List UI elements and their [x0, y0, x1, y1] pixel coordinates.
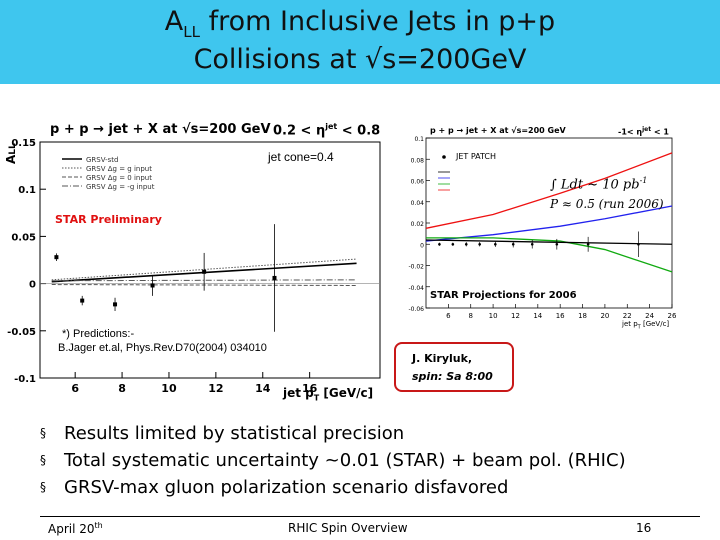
credit-session: spin: Sa 8:00: [412, 370, 493, 383]
projection-curve: [426, 237, 673, 273]
data-point: [150, 283, 155, 288]
credit-author: J. Kiryluk,: [412, 352, 473, 365]
slide-title-line2: Collisions at √s=200GeV: [193, 44, 527, 75]
bullet-item: § Results limited by statistical precisio…: [40, 420, 626, 447]
bullet-marker: §: [40, 426, 46, 440]
prediction-curve: [51, 279, 357, 282]
bullet-marker: §: [40, 480, 46, 494]
projection-point: [511, 242, 515, 246]
y-tick-label: 0: [29, 280, 36, 291]
y-tick-label: -0.1: [14, 374, 36, 385]
footer-divider: [40, 516, 700, 517]
y-tick-label: -0.02: [408, 264, 424, 271]
projection-point: [451, 242, 455, 246]
bullet-list: § Results limited by statistical precisio…: [40, 420, 626, 501]
projection-curve: [425, 152, 673, 229]
left-legend: GRSV-std GRSV Δg = g input GRSV Δg = 0 i…: [62, 156, 155, 191]
jet-cone-label: jet cone=0.4: [268, 150, 334, 164]
left-eta-range: 0.2 < ηjet < 0.8: [273, 122, 381, 139]
projection-point: [637, 242, 640, 246]
data-point: [272, 275, 277, 280]
y-tick-label: -0.05: [7, 327, 36, 338]
projection-point: [478, 242, 481, 246]
projection-point: [464, 242, 468, 246]
data-point: [113, 302, 118, 307]
right-eta-range: -1< ηjet < 1: [618, 126, 669, 137]
x-tick-label: 6: [446, 312, 451, 320]
title-bar: ALL from Inclusive Jets in p+p Collision…: [0, 0, 720, 84]
x-tick-label: 6: [71, 382, 79, 395]
legend-label: GRSV Δg = g input: [86, 165, 152, 173]
y-tick-label: -0.06: [408, 306, 424, 313]
jet-patch-marker: [442, 155, 446, 159]
y-tick-label: 0.08: [411, 157, 425, 164]
left-plot-svg: 6 8 10 12 14 16 -0.1 -0.05 0 0.05 0.1 0.15 GRSV-std…: [7, 138, 381, 395]
left-plot: 6 8 10 12 14 16 -0.1 -0.05 0 0.05 0.1 0.15 GRSV-std…: [0, 112, 385, 408]
jet-patch-label: JET PATCH: [456, 152, 497, 161]
x-tick-label: 8: [468, 312, 472, 320]
star-preliminary-label: STAR Preliminary: [55, 213, 162, 226]
legend-label: GRSV Δg = -g input: [86, 183, 155, 191]
polarization-label: P ≈ 0.5 (run 2006): [550, 197, 664, 211]
projection-point: [530, 242, 534, 246]
x-tick-label: 24: [645, 312, 654, 320]
x-tick-label: 8: [118, 382, 126, 395]
legend-label: GRSV Δg = 0 input: [86, 174, 152, 182]
x-tick-label: 22: [623, 312, 632, 320]
x-tick-label: 18: [578, 312, 587, 320]
projection-point: [555, 242, 559, 246]
projection-curve: [425, 239, 673, 245]
data-point: [80, 298, 85, 303]
data-point: [202, 269, 207, 274]
star-projections-label: STAR Projections for 2006: [430, 290, 577, 301]
right-legend: [438, 171, 450, 191]
y-tick-label: 0.1: [414, 136, 424, 143]
y-tick-label: 0.15: [11, 138, 36, 149]
x-tick-label: 12: [208, 382, 223, 395]
y-tick-label: 0.06: [411, 179, 425, 186]
bullet-item: § GRSV-max gluon polarization scenario di…: [40, 474, 626, 501]
bullet-item: § Total systematic uncertainty ~0.01 (STA…: [40, 447, 626, 474]
legend-label: GRSV-std: [86, 156, 118, 164]
footer-date: April 20th: [48, 521, 103, 536]
projection-point: [494, 242, 497, 246]
x-tick-label: 16: [556, 312, 565, 320]
projection-point: [586, 242, 590, 246]
credit-box: J. Kiryluk, spin: Sa 8:00: [394, 342, 514, 392]
predictions-label: *) Predictions:-: [62, 328, 135, 340]
y-tick-label: 0: [420, 242, 424, 249]
right-plot: 6 8 10 12 14 16 18 20 22 24 26 -0.06 -0.04 -0.02 0 0.02…: [400, 124, 700, 334]
bullet-marker: §: [40, 453, 46, 467]
x-tick-label: 20: [600, 312, 609, 320]
slide-title-line1: ALL from Inclusive Jets in p+p: [164, 6, 556, 41]
left-yaxis-label: ALL: [4, 143, 18, 164]
right-xaxis-label: jet pT [GeV/c]: [622, 320, 670, 331]
x-tick-label: 12: [511, 312, 520, 320]
projection-curve: [425, 205, 673, 242]
right-plot-svg: 6 8 10 12 14 16 18 20 22 24 26 -0.06 -0.04 -0.02 0 0.02…: [408, 136, 677, 320]
left-plot-header: p + p → jet + X at √s=200 GeV: [50, 122, 271, 137]
y-tick-label: 0.02: [411, 221, 425, 228]
y-tick-label: -0.04: [408, 285, 424, 292]
luminosity-label: ∫ Ldt ~ 10 pb-1: [550, 176, 648, 193]
footer-title: RHIC Spin Overview: [288, 521, 408, 535]
y-tick-label: 0.05: [11, 232, 36, 243]
x-tick-label: 14: [533, 312, 542, 320]
x-tick-label: 10: [161, 382, 177, 395]
projection-point: [438, 242, 441, 246]
footer-page-number: 16: [636, 521, 652, 535]
x-tick-label: 26: [668, 312, 677, 320]
y-tick-label: 0.1: [18, 185, 36, 196]
data-point: [54, 255, 59, 260]
right-plot-header: p + p → jet + X at √s=200 GeV: [430, 126, 566, 135]
predictions-reference: B.Jager et.al, Phys.Rev.D70(2004) 034010: [58, 342, 267, 354]
left-xaxis-label: jet pT [GeV/c]: [283, 386, 374, 403]
x-tick-label: 10: [489, 312, 498, 320]
x-tick-label: 16: [302, 382, 318, 395]
x-tick-label: 14: [255, 382, 271, 395]
y-tick-label: 0.04: [411, 200, 425, 207]
